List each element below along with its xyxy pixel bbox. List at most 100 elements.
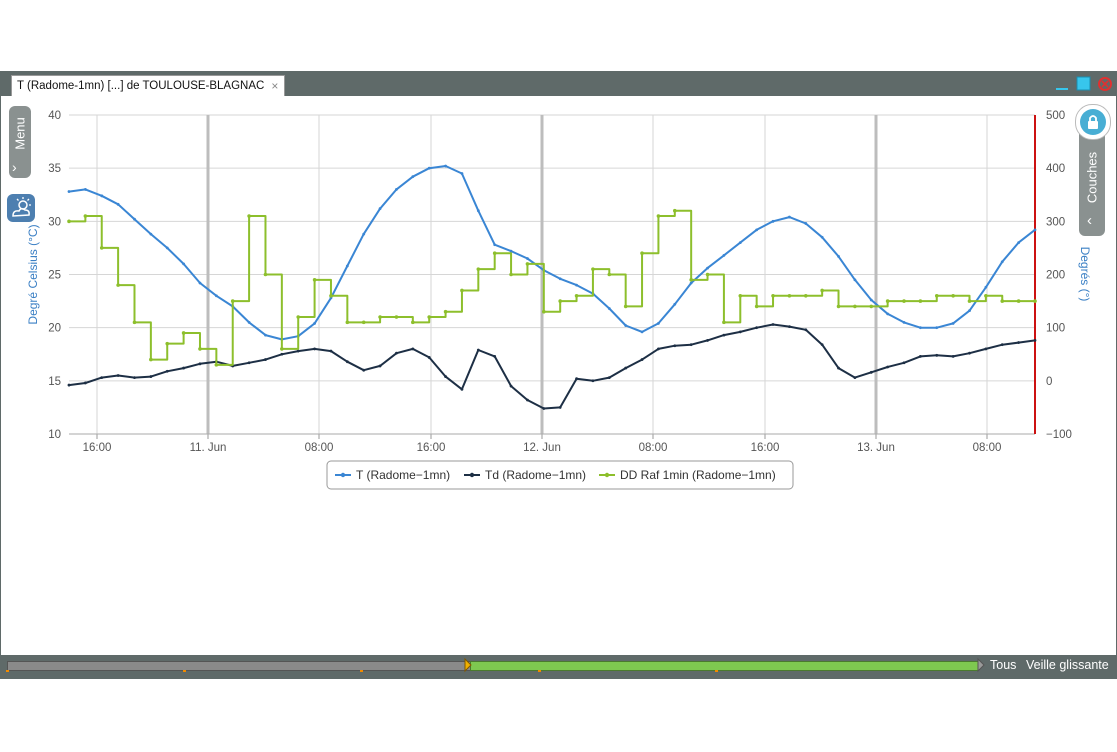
close-window-icon[interactable] bbox=[1098, 77, 1112, 91]
data-point bbox=[607, 307, 611, 310]
y-right-tick-label: 0 bbox=[1046, 376, 1052, 388]
legend-item-label: Td (Radome−1mn) bbox=[485, 468, 586, 482]
data-point bbox=[329, 349, 333, 353]
data-point bbox=[640, 330, 644, 334]
data-point bbox=[837, 255, 840, 258]
tab-graph[interactable]: T (Radome-1mn) [...] de TOULOUSE-BLAGNAC… bbox=[11, 75, 286, 96]
tab-close-icon[interactable]: × bbox=[271, 79, 279, 93]
data-point bbox=[395, 351, 398, 355]
data-point bbox=[296, 349, 300, 353]
data-point bbox=[362, 232, 366, 236]
x-tick-label: 16:00 bbox=[417, 442, 446, 454]
data-point bbox=[444, 375, 447, 378]
data-point bbox=[836, 304, 841, 309]
data-point bbox=[378, 315, 382, 319]
data-point bbox=[509, 249, 513, 253]
data-point bbox=[345, 320, 350, 325]
data-point bbox=[968, 351, 971, 355]
app-window: T (Radome-1mn) [...] de TOULOUSE-BLAGNAC… bbox=[0, 71, 1117, 679]
data-point bbox=[624, 366, 628, 370]
data-point bbox=[460, 172, 464, 175]
data-point bbox=[1033, 339, 1037, 342]
data-point bbox=[885, 299, 890, 303]
layers-tab[interactable]: Couches ‹ bbox=[1075, 104, 1111, 236]
data-point bbox=[886, 312, 890, 316]
data-point bbox=[869, 304, 874, 309]
data-point bbox=[689, 278, 693, 282]
data-point bbox=[689, 281, 693, 285]
series-line-3 bbox=[69, 209, 1035, 366]
legend-box bbox=[326, 460, 794, 490]
data-point bbox=[1017, 241, 1021, 245]
weather-sun-cloud-icon[interactable] bbox=[7, 194, 35, 222]
sliding-watch-button[interactable]: Veille glissante bbox=[1026, 658, 1109, 672]
x-tick-label: 08:00 bbox=[639, 442, 668, 454]
chart-svg[interactable]: 40 35 30 25 20 15 10 500 400 300 200 100 0 −100 16:00 1… bbox=[1, 96, 1116, 655]
data-point bbox=[526, 398, 529, 402]
y-left-tick-label: 20 bbox=[48, 323, 61, 335]
legend-swatch-dot bbox=[604, 472, 610, 478]
slider-end-handle-icon bbox=[977, 657, 985, 673]
data-point bbox=[525, 262, 530, 266]
series-points-3 bbox=[67, 208, 1037, 367]
legend-swatch-dot bbox=[469, 472, 475, 478]
data-point bbox=[198, 347, 202, 351]
all-button[interactable]: Tous bbox=[990, 658, 1017, 672]
layers-label: Couches bbox=[1084, 151, 1100, 204]
data-point bbox=[1000, 299, 1005, 303]
tab-bar: T (Radome-1mn) [...] de TOULOUSE-BLAGNAC… bbox=[0, 71, 1117, 96]
y-left-tick-label: 10 bbox=[48, 429, 61, 441]
data-point bbox=[230, 299, 235, 303]
data-point bbox=[165, 369, 169, 373]
data-point bbox=[542, 309, 546, 314]
data-point bbox=[788, 215, 791, 219]
data-point bbox=[607, 376, 611, 380]
data-point bbox=[607, 272, 612, 277]
data-point bbox=[476, 209, 480, 213]
data-point bbox=[444, 164, 447, 168]
data-point bbox=[83, 188, 87, 191]
minimize-icon[interactable] bbox=[1056, 88, 1068, 90]
data-point bbox=[1000, 260, 1004, 264]
data-point bbox=[362, 368, 366, 372]
data-point bbox=[296, 315, 301, 319]
data-point bbox=[493, 243, 497, 247]
data-point bbox=[395, 188, 398, 191]
menu-tab[interactable]: › Menu bbox=[9, 106, 31, 178]
data-point bbox=[788, 325, 791, 329]
data-point bbox=[345, 264, 349, 268]
data-point bbox=[149, 232, 153, 236]
data-point bbox=[165, 246, 169, 250]
y-left-tick-label: 30 bbox=[48, 216, 61, 228]
data-point bbox=[198, 281, 202, 285]
maximize-icon[interactable] bbox=[1076, 76, 1091, 91]
data-point bbox=[591, 267, 595, 271]
x-tick-label: 11. Jun bbox=[190, 442, 227, 454]
data-point bbox=[313, 347, 316, 351]
data-point bbox=[198, 362, 202, 366]
tab-title: T (Radome-1mn) [...] de TOULOUSE-BLAGNAC bbox=[17, 80, 265, 92]
data-point bbox=[738, 330, 742, 334]
layers-chevron-icon: ‹ bbox=[1087, 212, 1092, 229]
data-point bbox=[443, 309, 448, 314]
data-point bbox=[672, 208, 677, 213]
time-slider-bar: Tous Veille glissante bbox=[0, 656, 1117, 679]
data-point bbox=[427, 315, 432, 319]
data-point bbox=[99, 246, 104, 250]
lock-icon[interactable] bbox=[1075, 104, 1111, 140]
data-point bbox=[738, 241, 742, 245]
data-point bbox=[182, 366, 186, 370]
data-point bbox=[640, 358, 644, 361]
data-point bbox=[214, 363, 219, 367]
data-point bbox=[820, 343, 824, 347]
data-point bbox=[558, 277, 562, 281]
data-point bbox=[67, 190, 71, 193]
data-point bbox=[787, 293, 792, 298]
data-point bbox=[83, 214, 88, 218]
y-right-tick-label: 200 bbox=[1046, 270, 1065, 282]
data-point bbox=[361, 320, 366, 325]
data-point bbox=[951, 293, 955, 298]
legend-swatch-dot bbox=[340, 472, 346, 478]
series-points-2 bbox=[67, 323, 1037, 410]
data-point bbox=[804, 328, 808, 332]
